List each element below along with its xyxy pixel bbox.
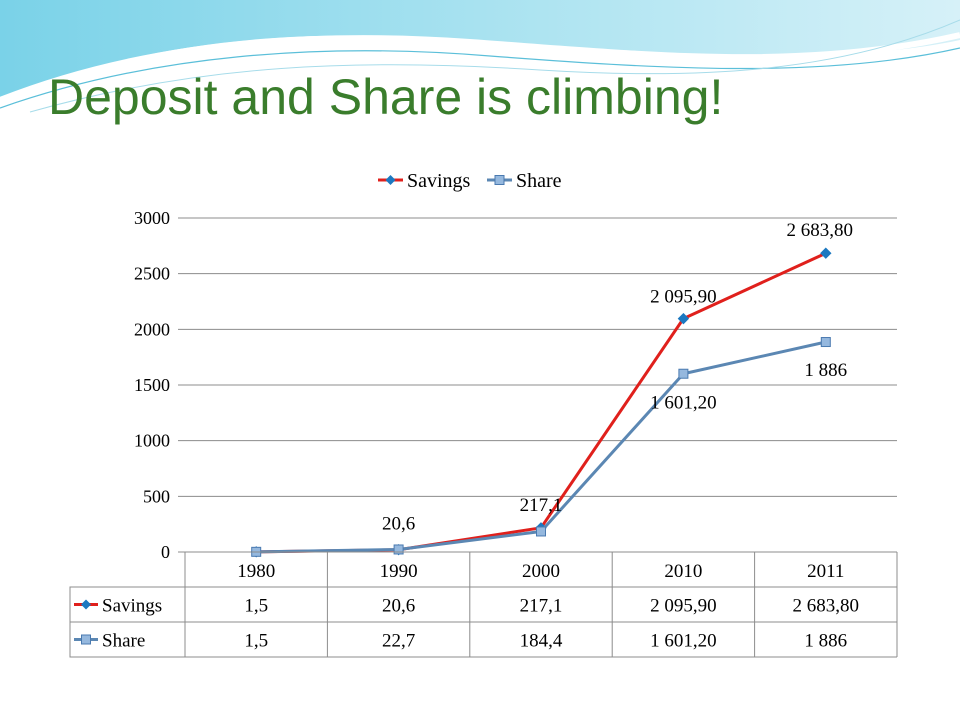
y-tick-label: 3000 (134, 208, 170, 228)
data-label: 20,6 (382, 514, 415, 535)
legend-label: Savings (407, 170, 471, 192)
y-tick-label: 1000 (134, 431, 170, 451)
table-cell: 217,1 (520, 596, 563, 617)
table-row-header: Savings (102, 596, 162, 617)
data-label: 1 886 (804, 360, 847, 381)
savings-point (820, 247, 832, 259)
table-legend-marker (81, 599, 91, 610)
y-tick-label: 500 (143, 486, 170, 506)
y-tick-label: 2500 (134, 264, 170, 284)
table-cell: 20,6 (382, 596, 415, 617)
table-cell: 1 886 (804, 631, 847, 652)
share-point (678, 368, 689, 379)
legend-marker (494, 175, 505, 185)
x-tick-label: 1990 (380, 561, 418, 582)
y-tick-label: 1500 (134, 375, 170, 395)
share-point (393, 544, 404, 555)
data-label: 2 683,80 (787, 220, 854, 241)
table-cell: 2 683,80 (793, 596, 860, 617)
legend-label: Share (516, 170, 562, 192)
y-tick-label: 2000 (134, 319, 170, 339)
x-tick-label: 2010 (664, 561, 702, 582)
legend-marker (385, 175, 396, 185)
data-label: 1 601,20 (650, 393, 717, 414)
share-point (536, 526, 546, 537)
savings-point (677, 312, 690, 325)
data-label: 217,1 (520, 495, 563, 516)
table-cell: 2 095,90 (650, 596, 717, 617)
table-cell: 1,5 (244, 631, 268, 652)
x-tick-label: 2011 (807, 561, 844, 582)
table-legend-marker (81, 634, 91, 645)
y-tick-label: 0 (161, 542, 170, 562)
table-row-header: Share (102, 631, 145, 652)
table-cell: 1,5 (244, 596, 268, 617)
table-cell: 1 601,20 (650, 631, 717, 652)
share-point (820, 337, 831, 348)
x-tick-label: 1980 (237, 561, 275, 582)
table-cell: 22,7 (382, 631, 415, 652)
table-cell: 184,4 (520, 631, 563, 652)
slide-title: Deposit and Share is climbing! (48, 69, 724, 125)
data-label: 2 095,90 (650, 287, 717, 308)
x-tick-label: 2000 (522, 561, 560, 582)
series-line-share (256, 340, 827, 554)
